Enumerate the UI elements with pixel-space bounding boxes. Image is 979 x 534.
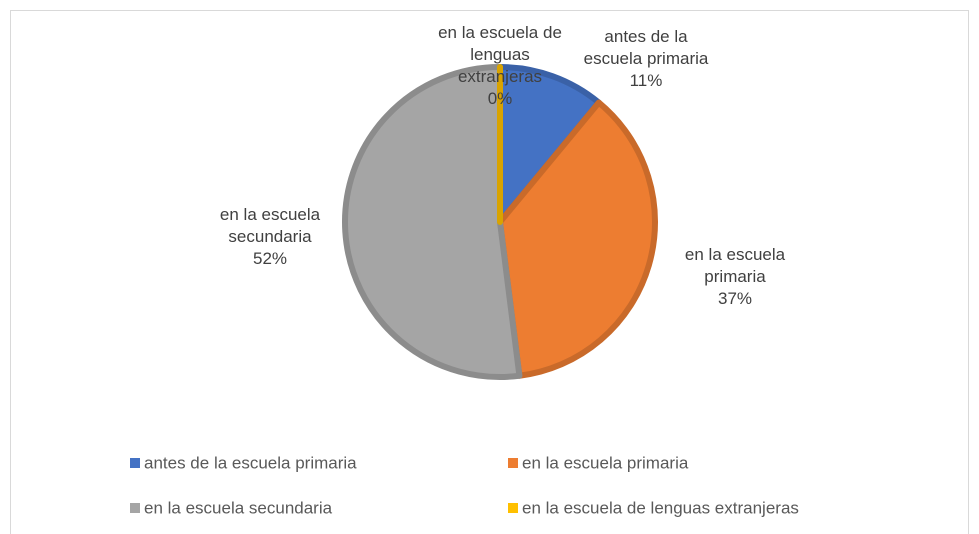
data-label: en la escuela primaria 37% — [655, 244, 815, 310]
data-label-value: 0% — [487, 89, 513, 108]
data-label: en la escuela de lenguas extranjeras 0% — [420, 22, 580, 110]
data-label-name: antes de la escuela primaria — [583, 27, 709, 68]
data-label-value: 11% — [629, 71, 663, 90]
legend-swatch — [508, 503, 518, 513]
legend-swatch — [130, 458, 140, 468]
data-label: antes de la escuela primaria 11% — [576, 26, 716, 92]
legend-label: en la escuela de lenguas extranjeras — [522, 498, 799, 517]
pie-slice — [497, 64, 602, 225]
data-label-value: 52% — [252, 249, 288, 268]
legend-label: en la escuela primaria — [522, 453, 689, 472]
pie-slice — [497, 99, 658, 379]
legend-label: en la escuela secundaria — [144, 498, 333, 517]
legend-swatch — [508, 458, 518, 468]
data-label-value: 37% — [717, 289, 753, 308]
legend-label: antes de la escuela primaria — [144, 453, 357, 472]
data-label-name: en la escuela de lenguas extranjeras — [438, 23, 562, 86]
data-label-name: en la escuela primaria — [684, 245, 786, 286]
legend-swatch — [130, 503, 140, 513]
data-label: en la escuela secundaria 52% — [190, 204, 350, 270]
data-label-name: en la escuela secundaria — [219, 205, 321, 246]
pie-slice — [342, 64, 523, 380]
